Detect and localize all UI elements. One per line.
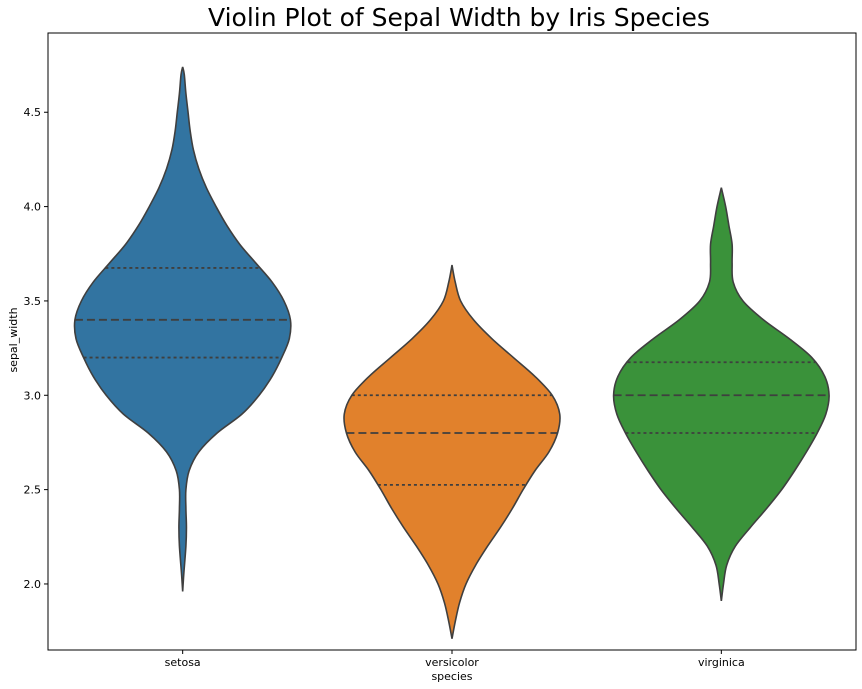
y-tick-label: 2.0 bbox=[24, 578, 42, 591]
plot-area bbox=[73, 66, 830, 639]
y-tick-label: 4.0 bbox=[24, 201, 42, 214]
y-tick-label: 3.5 bbox=[24, 295, 42, 308]
violin-setosa bbox=[73, 66, 292, 592]
x-tick-label-setosa: setosa bbox=[165, 656, 201, 669]
violin-body-setosa bbox=[73, 66, 292, 592]
axes: 2.0 2.5 3.0 3.5 4.0 4.5 setosa versicolor virgin… bbox=[24, 32, 857, 669]
violin-body-virginica bbox=[612, 187, 830, 602]
violin-versicolor bbox=[343, 264, 561, 639]
violin-body-versicolor bbox=[343, 264, 561, 639]
y-axis-label: sepal_width bbox=[7, 307, 20, 372]
violin-virginica bbox=[612, 187, 830, 602]
chart-title: Violin Plot of Sepal Width by Iris Speci… bbox=[208, 3, 710, 32]
y-tick-label: 2.5 bbox=[24, 484, 42, 497]
x-tick-label-virginica: virginica bbox=[698, 656, 745, 669]
x-axis-label: species bbox=[431, 670, 472, 683]
y-tick-label: 4.5 bbox=[24, 106, 42, 119]
y-tick-label: 3.0 bbox=[24, 389, 42, 402]
x-tick-label-versicolor: versicolor bbox=[425, 656, 479, 669]
